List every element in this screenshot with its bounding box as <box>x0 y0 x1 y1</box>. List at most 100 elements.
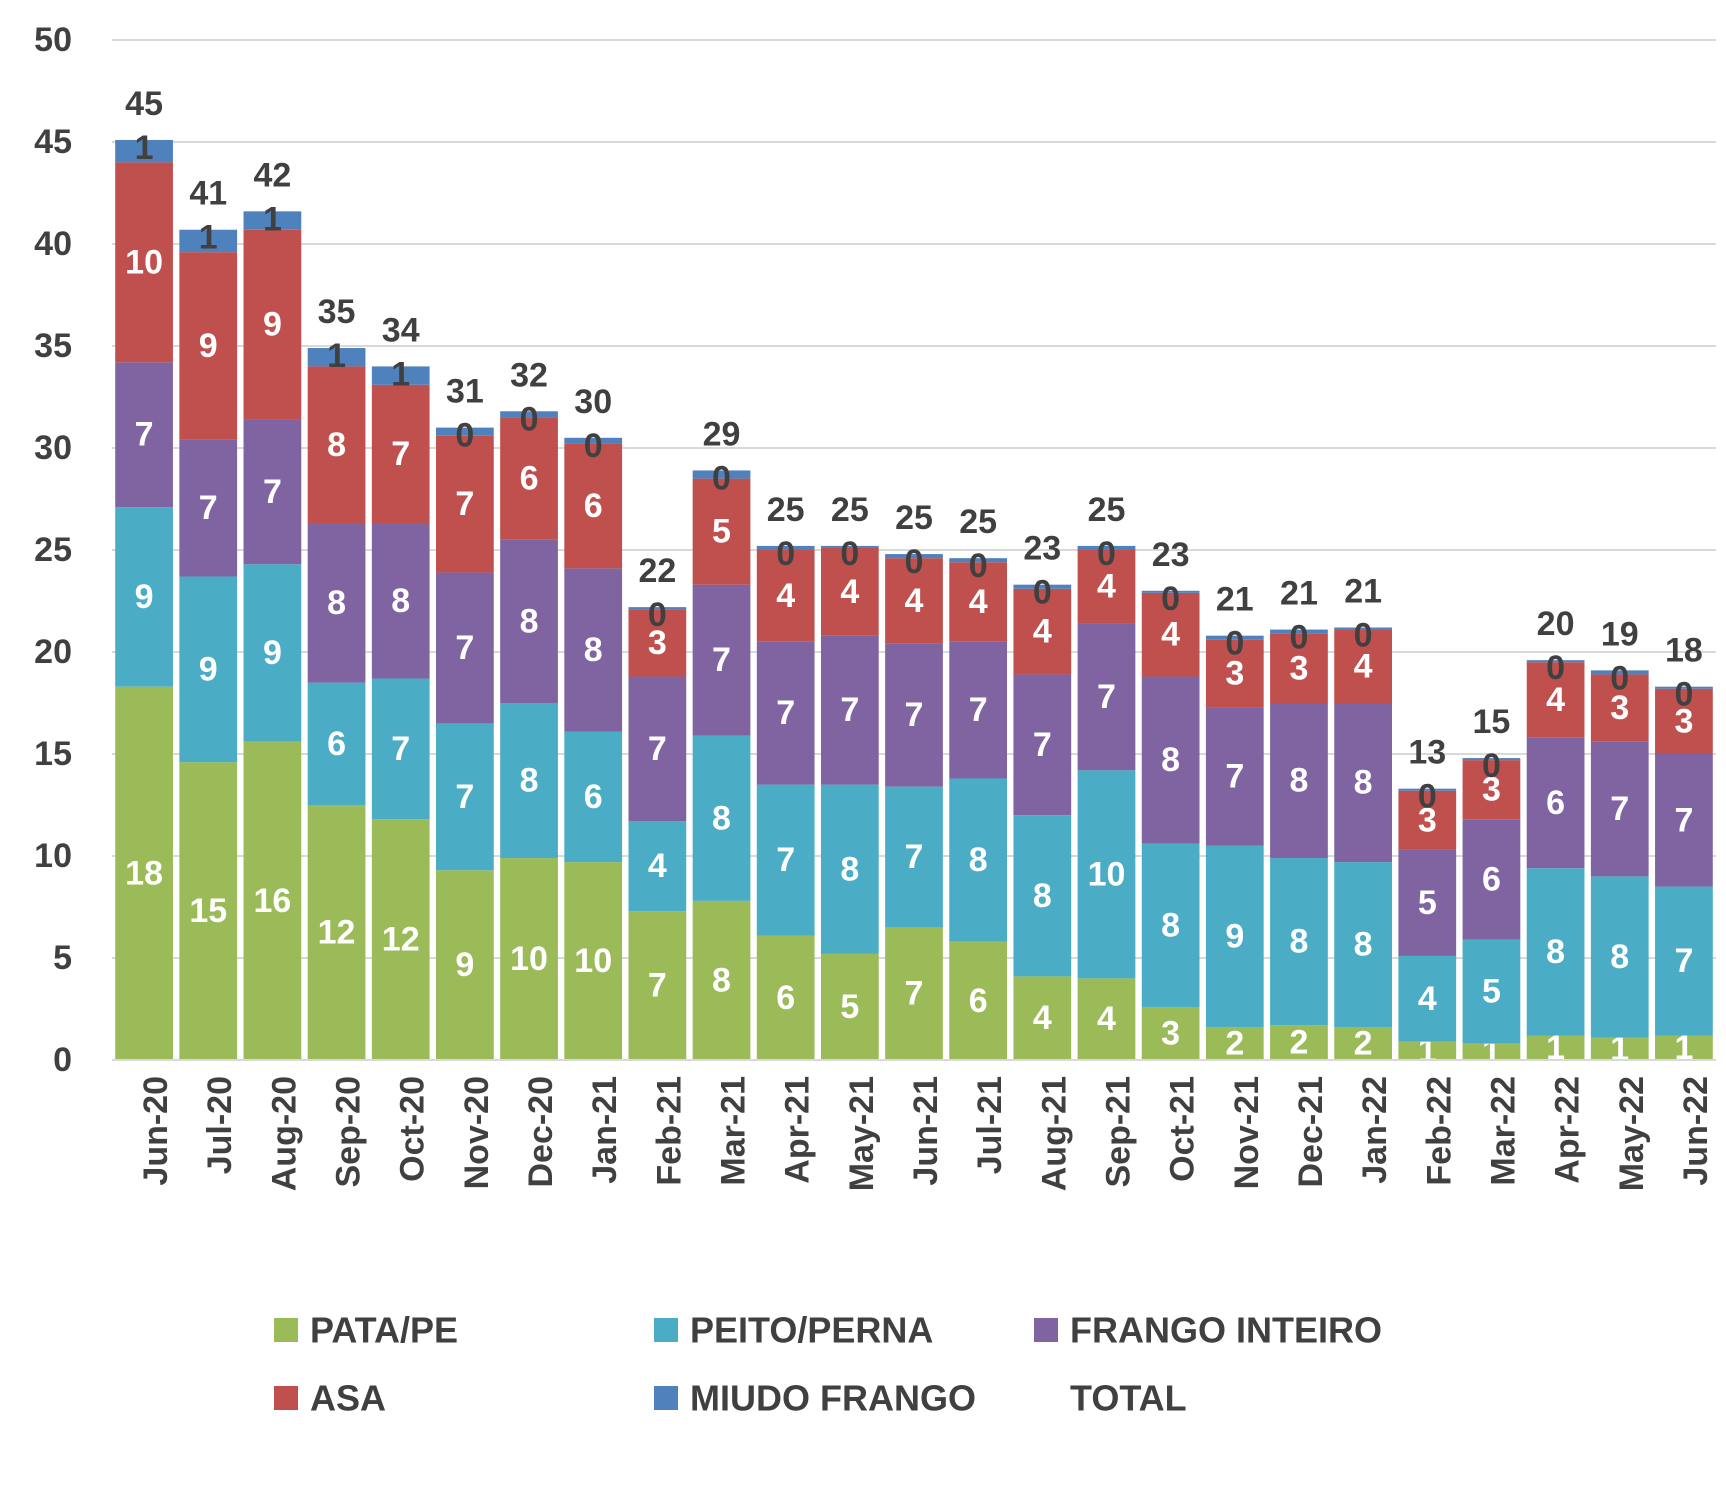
data-label: 7 <box>1610 790 1629 828</box>
bar-segment <box>692 900 751 1060</box>
data-label: 4 <box>969 583 988 621</box>
data-label: 3 <box>648 624 667 662</box>
total-label: 42 <box>253 156 291 194</box>
bar-segment <box>1334 627 1392 630</box>
y-tick-label: 30 <box>34 429 72 467</box>
data-label: 4 <box>648 847 667 885</box>
data-label: 7 <box>648 967 667 1005</box>
total-label: 32 <box>510 356 548 394</box>
total-label: 25 <box>831 491 869 529</box>
bar-segment <box>1398 955 1457 1042</box>
data-label: 4 <box>1097 1000 1116 1038</box>
data-label: 8 <box>327 584 346 622</box>
bar-segment <box>756 550 815 642</box>
data-label: 1 <box>263 200 282 238</box>
bar-segment <box>115 162 173 363</box>
bar-segment <box>885 558 943 644</box>
bar-segment <box>1013 976 1072 1060</box>
bar-segment <box>885 786 943 928</box>
data-label: 8 <box>391 582 410 620</box>
total-label: 25 <box>767 491 805 529</box>
total-label: 21 <box>1280 575 1318 613</box>
bar-segment <box>1205 635 1264 640</box>
data-label: 8 <box>1354 764 1373 802</box>
data-label: 0 <box>1482 747 1501 785</box>
data-label: 8 <box>1610 938 1629 976</box>
data-label: 10 <box>125 243 163 281</box>
bar-segment <box>1462 758 1521 761</box>
bar-segment <box>820 953 879 1060</box>
bar-segment <box>756 784 815 936</box>
data-label: 7 <box>455 629 474 667</box>
data-label: 4 <box>840 573 859 611</box>
bar-segment <box>1398 1041 1457 1060</box>
bar-segment <box>564 437 623 444</box>
data-label: 9 <box>199 650 218 688</box>
data-label: 7 <box>1674 801 1693 839</box>
bar-segment <box>628 607 687 610</box>
bar-segment <box>949 562 1008 642</box>
bar-segment <box>628 676 687 822</box>
data-label: 7 <box>905 696 924 734</box>
legend-label: MIUDO FRANGO <box>690 1378 976 1419</box>
data-label: 7 <box>391 435 410 473</box>
bar-segment <box>115 362 173 508</box>
data-label: 0 <box>455 417 474 455</box>
data-label: 8 <box>969 841 988 879</box>
x-tick-label: Dec-20 <box>522 1076 560 1188</box>
bar-segment <box>692 584 751 736</box>
bar-segment <box>628 821 687 912</box>
bar-segment <box>436 723 494 871</box>
data-label: 8 <box>840 850 859 888</box>
bar-segment <box>1462 819 1521 940</box>
bar-segment <box>115 507 173 687</box>
data-label: 15 <box>189 892 227 930</box>
y-tick-label: 20 <box>34 633 72 671</box>
bar-segment <box>436 572 494 724</box>
data-label: 4 <box>1033 999 1052 1037</box>
bar-segment <box>820 784 879 954</box>
bar-segment <box>179 252 238 440</box>
data-label: 8 <box>1033 877 1052 915</box>
bar-segment <box>1655 754 1713 887</box>
data-label: 6 <box>584 487 603 525</box>
data-label: 0 <box>905 543 924 581</box>
bar-segment <box>564 443 623 569</box>
bar-segment <box>1655 686 1713 689</box>
bar-segment <box>1526 737 1585 869</box>
data-label: 0 <box>712 459 731 497</box>
bar-segment <box>371 366 430 385</box>
bar-segment <box>1141 592 1200 677</box>
total-label: 21 <box>1344 573 1382 611</box>
x-tick-label: Feb-21 <box>650 1076 688 1186</box>
data-label: 4 <box>1546 681 1565 719</box>
bar-segment <box>1205 1027 1264 1060</box>
data-label: 1 <box>1610 1030 1629 1068</box>
bar-segment <box>949 941 1008 1060</box>
data-label: 7 <box>776 694 795 732</box>
x-tick-label: Mar-22 <box>1484 1076 1522 1186</box>
data-label: 3 <box>1418 801 1437 839</box>
data-label: 1 <box>1674 1029 1693 1067</box>
data-label: 6 <box>520 460 539 498</box>
total-label: 15 <box>1473 703 1511 741</box>
data-label: 1 <box>391 355 410 393</box>
data-label: 6 <box>1482 860 1501 898</box>
data-label: 10 <box>1088 855 1126 893</box>
data-label: 7 <box>1674 942 1693 980</box>
data-label: 7 <box>1033 726 1052 764</box>
x-tick-label: May-22 <box>1613 1076 1651 1191</box>
x-tick-label: May-21 <box>843 1076 881 1191</box>
x-tick-label: Apr-21 <box>779 1076 817 1184</box>
total-label: 25 <box>1088 491 1126 529</box>
y-tick-label: 25 <box>34 531 72 569</box>
data-label: 7 <box>648 730 667 768</box>
data-label: 7 <box>776 841 795 879</box>
bar-segment <box>1655 1035 1713 1060</box>
data-label: 7 <box>455 485 474 523</box>
data-label: 9 <box>263 634 282 672</box>
data-label: 0 <box>1225 625 1244 663</box>
data-label: 12 <box>382 921 420 959</box>
x-tick-label: Jun-22 <box>1677 1076 1715 1186</box>
data-label: 6 <box>969 982 988 1020</box>
